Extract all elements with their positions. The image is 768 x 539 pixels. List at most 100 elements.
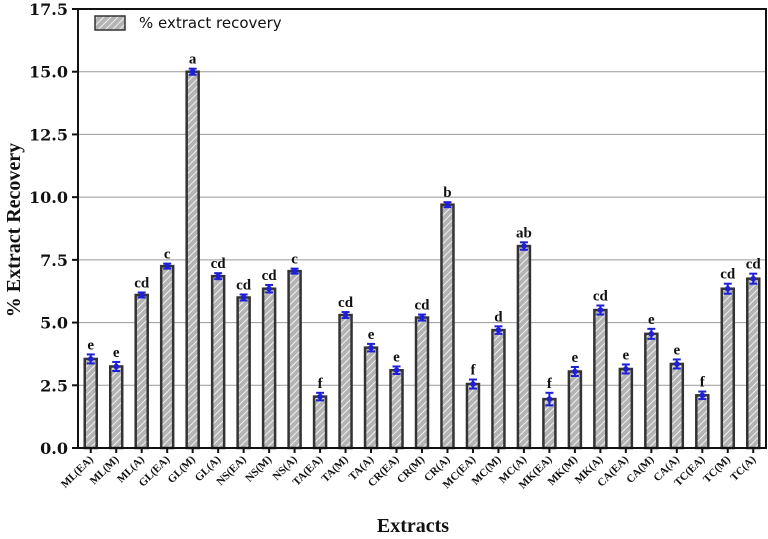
error-bar-MK(M) — [570, 365, 579, 378]
x-tick-label: TC(M) — [701, 453, 733, 485]
bar-CA(M) — [644, 332, 659, 450]
significance-label: e — [673, 342, 680, 358]
error-bar-MC(A) — [519, 241, 528, 251]
significance-label: b — [443, 185, 451, 201]
error-bar-MC(EA) — [468, 378, 477, 390]
error-bar-NS(A) — [290, 267, 299, 275]
bar-GL(M) — [185, 70, 200, 450]
significance-label: cd — [134, 275, 150, 291]
bar-CR(EA) — [389, 368, 404, 450]
legend-label: % extract recovery — [139, 14, 282, 32]
significance-label: e — [368, 327, 375, 343]
error-bar-NS(M) — [265, 283, 274, 294]
bar-MC(EA) — [465, 382, 481, 450]
y-tick-label: 15.0 — [29, 63, 68, 82]
y-tick-label: 10.0 — [29, 188, 68, 207]
bar-NS(M) — [261, 287, 277, 450]
significance-label: d — [494, 309, 503, 325]
bar-MC(A) — [516, 244, 532, 450]
x-tick-label: MC(M) — [470, 453, 504, 487]
y-axis-title: % Extract Recovery — [3, 143, 25, 317]
y-tick-label: 2.5 — [40, 376, 68, 395]
bar-MC(M) — [491, 328, 506, 450]
error-bar-TC(M) — [723, 282, 732, 295]
error-bar-TC(A) — [749, 272, 758, 285]
bar-TC(A) — [746, 277, 761, 450]
significance-label: e — [648, 312, 655, 328]
significance-label: e — [572, 350, 579, 366]
bar-ML(M) — [108, 365, 124, 450]
error-bar-GL(EA) — [163, 262, 172, 270]
bar-TC(M) — [720, 287, 736, 450]
error-bar-ML(EA) — [86, 353, 95, 365]
y-tick-labels: 0.0 2.5 5.0 7.5 10.0 12.5 15.0 17.5 — [29, 0, 68, 458]
significance-label: e — [623, 347, 630, 363]
significance-label: f — [700, 375, 706, 391]
x-tick-label: GL(M) — [166, 453, 198, 485]
significance-label: cd — [746, 257, 762, 273]
x-tick-label: CR(M) — [395, 453, 427, 485]
significance-label: cd — [236, 277, 252, 293]
x-tick-labels: ML(EA)ML(M)ML(A)GL(EA)GL(M)GL(A)NS(EA)NS… — [59, 453, 759, 491]
significance-label: c — [164, 247, 171, 263]
bar-CA(A) — [669, 362, 685, 450]
y-tick-label: 0.0 — [40, 439, 68, 458]
significance-label: e — [113, 345, 120, 361]
axes — [72, 8, 767, 453]
error-bar-CA(M) — [647, 327, 656, 340]
error-bar-CR(M) — [418, 313, 426, 322]
error-bar-GL(A) — [214, 272, 223, 281]
error-bar-MK(A) — [596, 304, 605, 316]
bar-MK(EA) — [542, 397, 557, 450]
significance-label: cd — [211, 256, 227, 272]
significance-label: cd — [593, 289, 609, 305]
error-bar-GL(M) — [188, 67, 197, 76]
error-bars — [86, 67, 758, 407]
y-tick-label: 5.0 — [40, 314, 68, 333]
bar-CR(A) — [440, 203, 455, 450]
significance-label: f — [470, 363, 476, 379]
bar-GL(A) — [210, 274, 226, 450]
error-bar-TC(EA) — [698, 390, 707, 401]
significance-label: cd — [415, 298, 431, 314]
bar-GL(EA) — [159, 264, 175, 450]
significance-label: f — [318, 376, 324, 392]
significance-label: cd — [262, 268, 278, 284]
legend: % extract recovery — [94, 14, 282, 32]
significance-label: f — [547, 376, 553, 392]
bar-TA(A) — [363, 346, 379, 450]
x-tick-label: TA(M) — [319, 453, 350, 484]
error-bar-TA(EA) — [316, 391, 325, 402]
significance-label: e — [87, 337, 94, 353]
x-tick-label: TC(A) — [728, 453, 758, 483]
x-axis-title: Extracts — [377, 515, 449, 537]
significance-label: cd — [720, 267, 736, 283]
bar-NS(EA) — [236, 296, 251, 450]
bar-ML(A) — [134, 293, 149, 450]
significance-label: e — [393, 349, 400, 365]
error-bar-ML(A) — [137, 291, 146, 299]
significance-label: a — [189, 52, 197, 68]
bar-TA(M) — [338, 313, 353, 450]
error-bar-TA(A) — [367, 342, 376, 353]
x-tick-label: ML(EA) — [59, 453, 96, 490]
error-bar-CA(A) — [672, 358, 681, 370]
significance-label: c — [291, 252, 298, 268]
x-tick-label: ML(M) — [88, 453, 122, 487]
bar-ML(EA) — [83, 357, 98, 450]
x-tick-label: NS(M) — [243, 453, 274, 484]
legend-swatch — [94, 15, 126, 31]
error-bar-ML(M) — [112, 360, 121, 372]
x-tick-label: CA(M) — [624, 453, 656, 485]
y-tick-label: 12.5 — [29, 125, 68, 144]
bar-MK(M) — [567, 370, 583, 450]
error-bar-MC(M) — [494, 325, 503, 335]
error-bar-CR(EA) — [392, 365, 401, 375]
bar-CA(EA) — [618, 367, 634, 450]
error-bar-NS(EA) — [239, 293, 248, 302]
bar-TA(EA) — [312, 395, 328, 450]
error-bar-TA(M) — [341, 311, 350, 320]
significance-label: cd — [338, 295, 354, 311]
y-tick-label: 7.5 — [40, 251, 68, 270]
